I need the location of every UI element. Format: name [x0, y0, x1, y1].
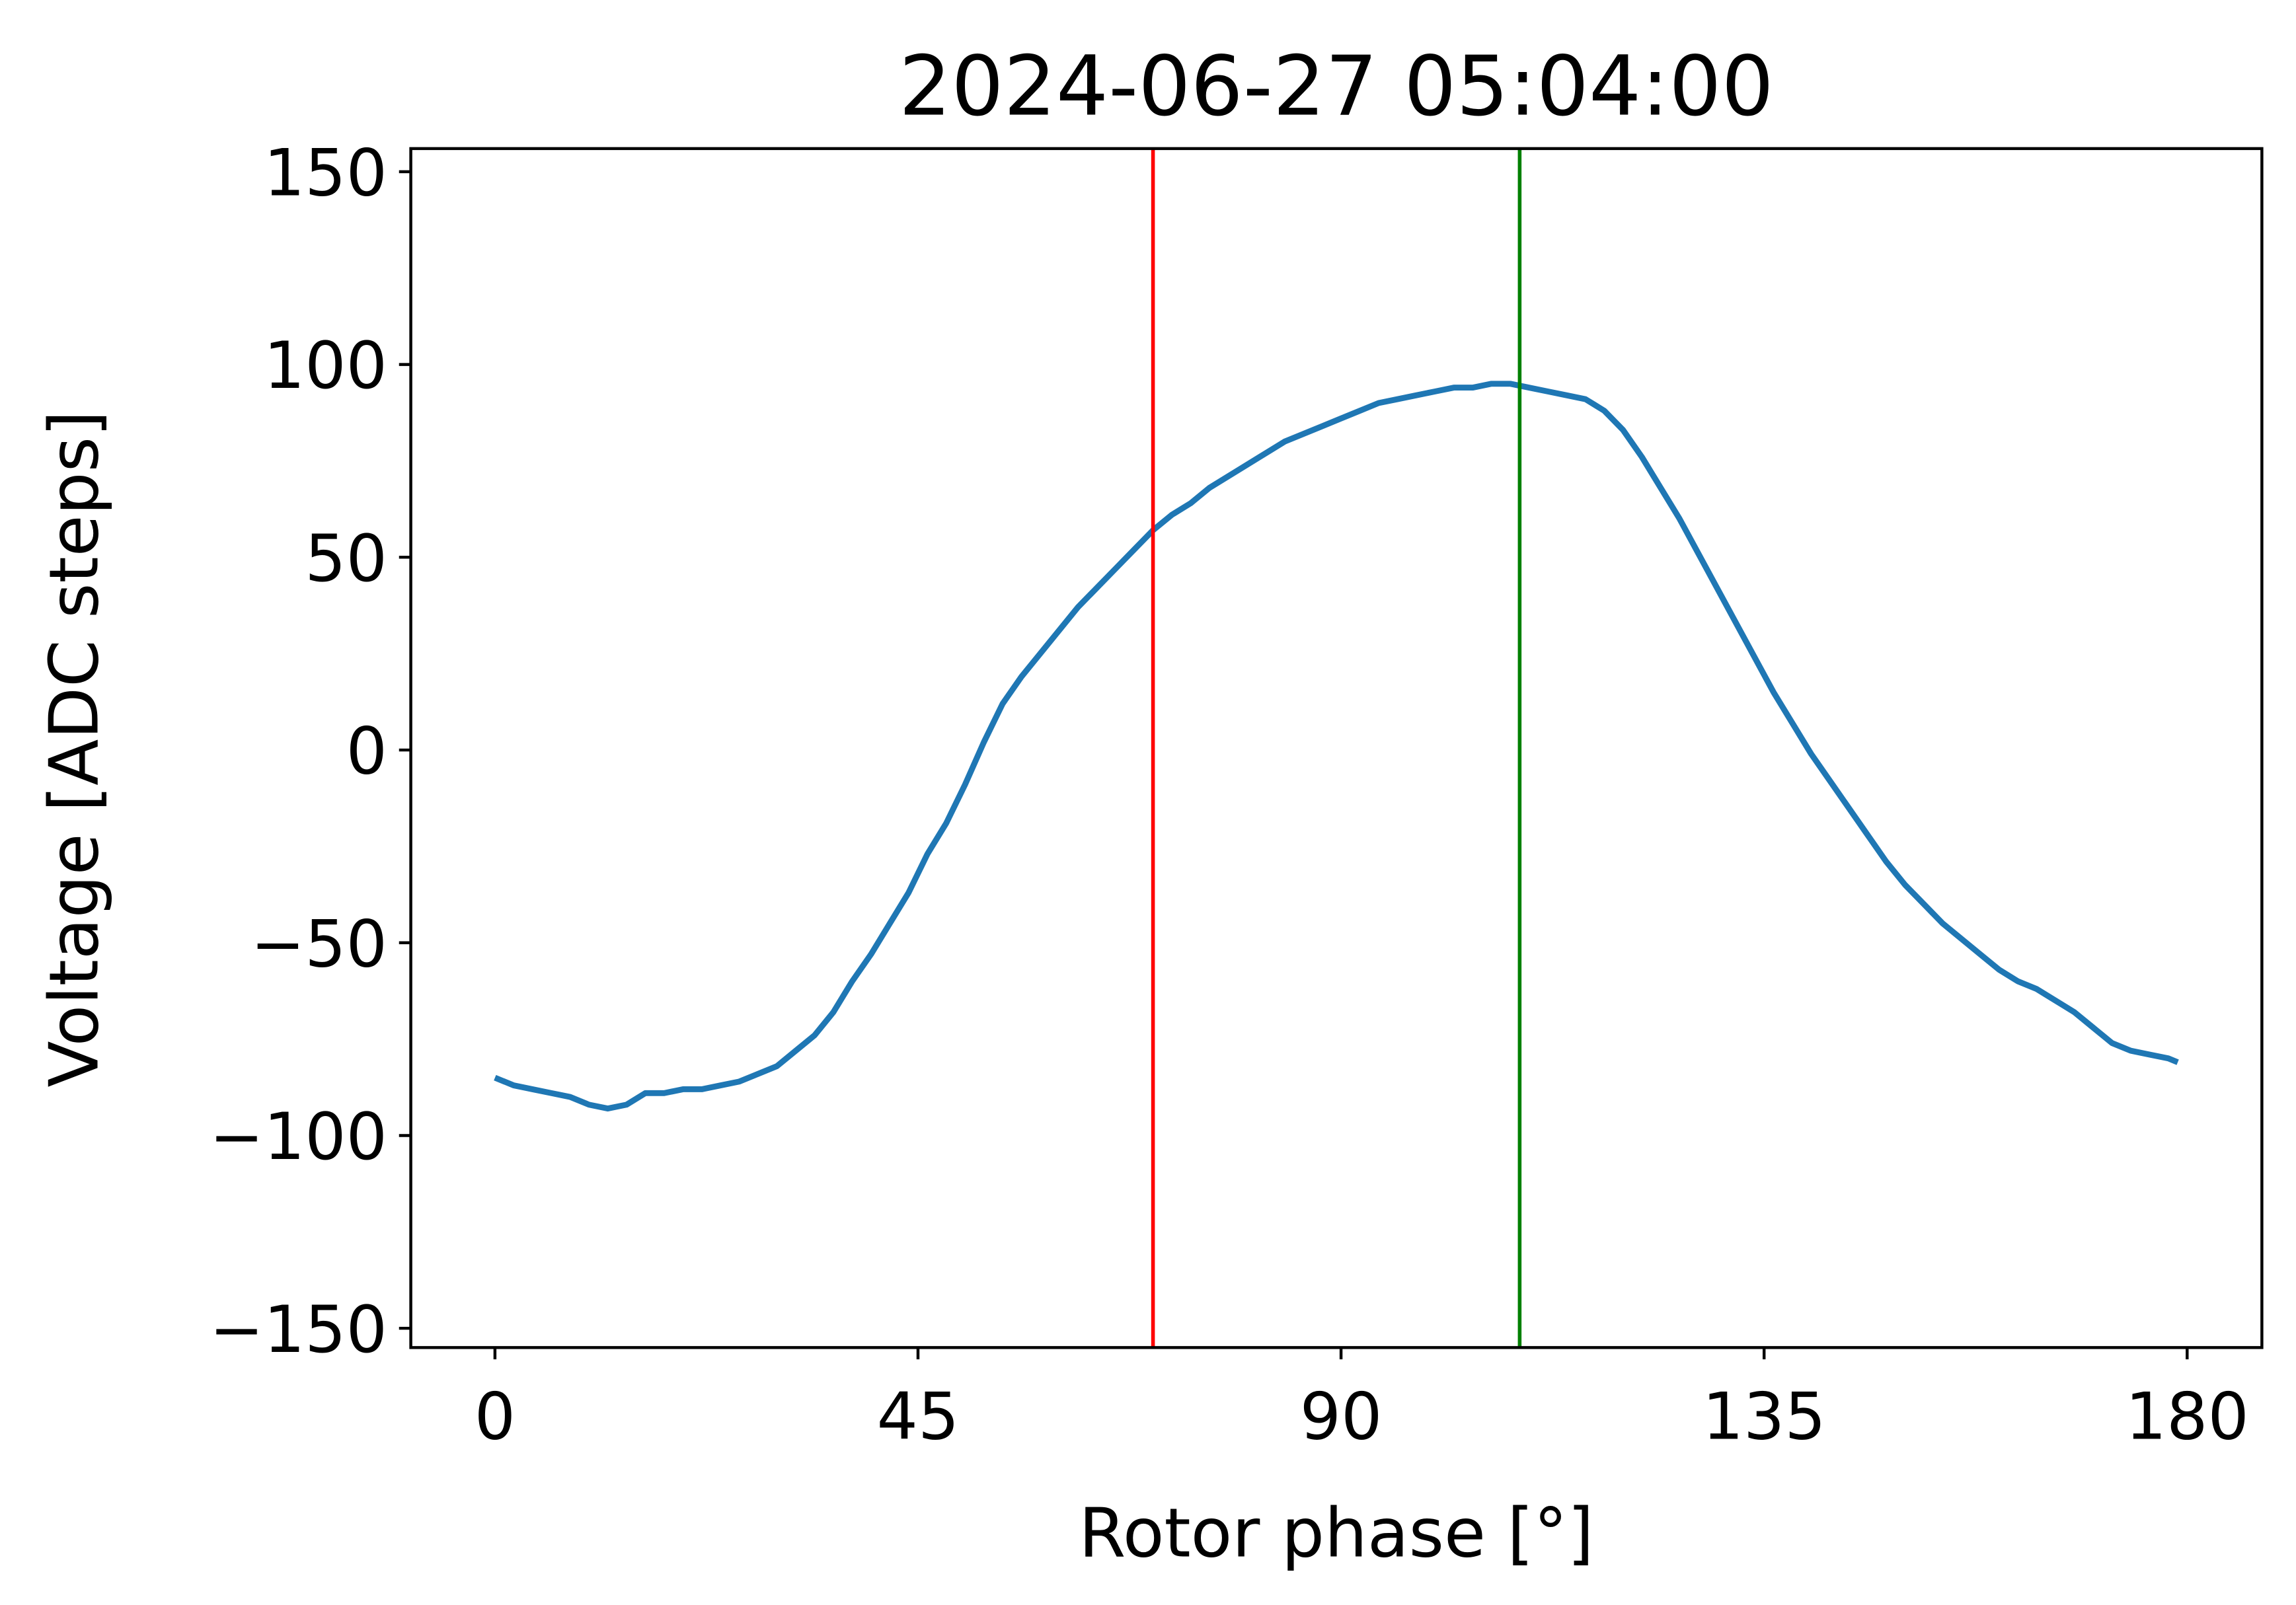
x-tick-label: 180	[2125, 1379, 2249, 1454]
plot-frame	[409, 147, 2264, 1349]
x-tick-label: 135	[1703, 1379, 1826, 1454]
y-tick-label: −150	[210, 1292, 387, 1368]
x-tick-label: 0	[475, 1379, 516, 1454]
y-tick-label: 50	[305, 521, 387, 597]
y-tick-label: 150	[264, 135, 387, 211]
chart-title: 2024-06-27 05:04:00	[899, 39, 1774, 135]
y-axis-label: Voltage [ADC steps]	[35, 410, 114, 1087]
y-tick-label: 100	[264, 328, 387, 404]
x-tick-label: 45	[877, 1379, 960, 1454]
x-axis-label: Rotor phase [°]	[1079, 1495, 1593, 1573]
x-tick-label: 90	[1300, 1379, 1383, 1454]
y-tick-label: −50	[250, 907, 387, 982]
data-line	[494, 381, 2179, 1112]
y-tick-label: 0	[346, 714, 387, 790]
y-tick-label: −100	[210, 1100, 387, 1175]
